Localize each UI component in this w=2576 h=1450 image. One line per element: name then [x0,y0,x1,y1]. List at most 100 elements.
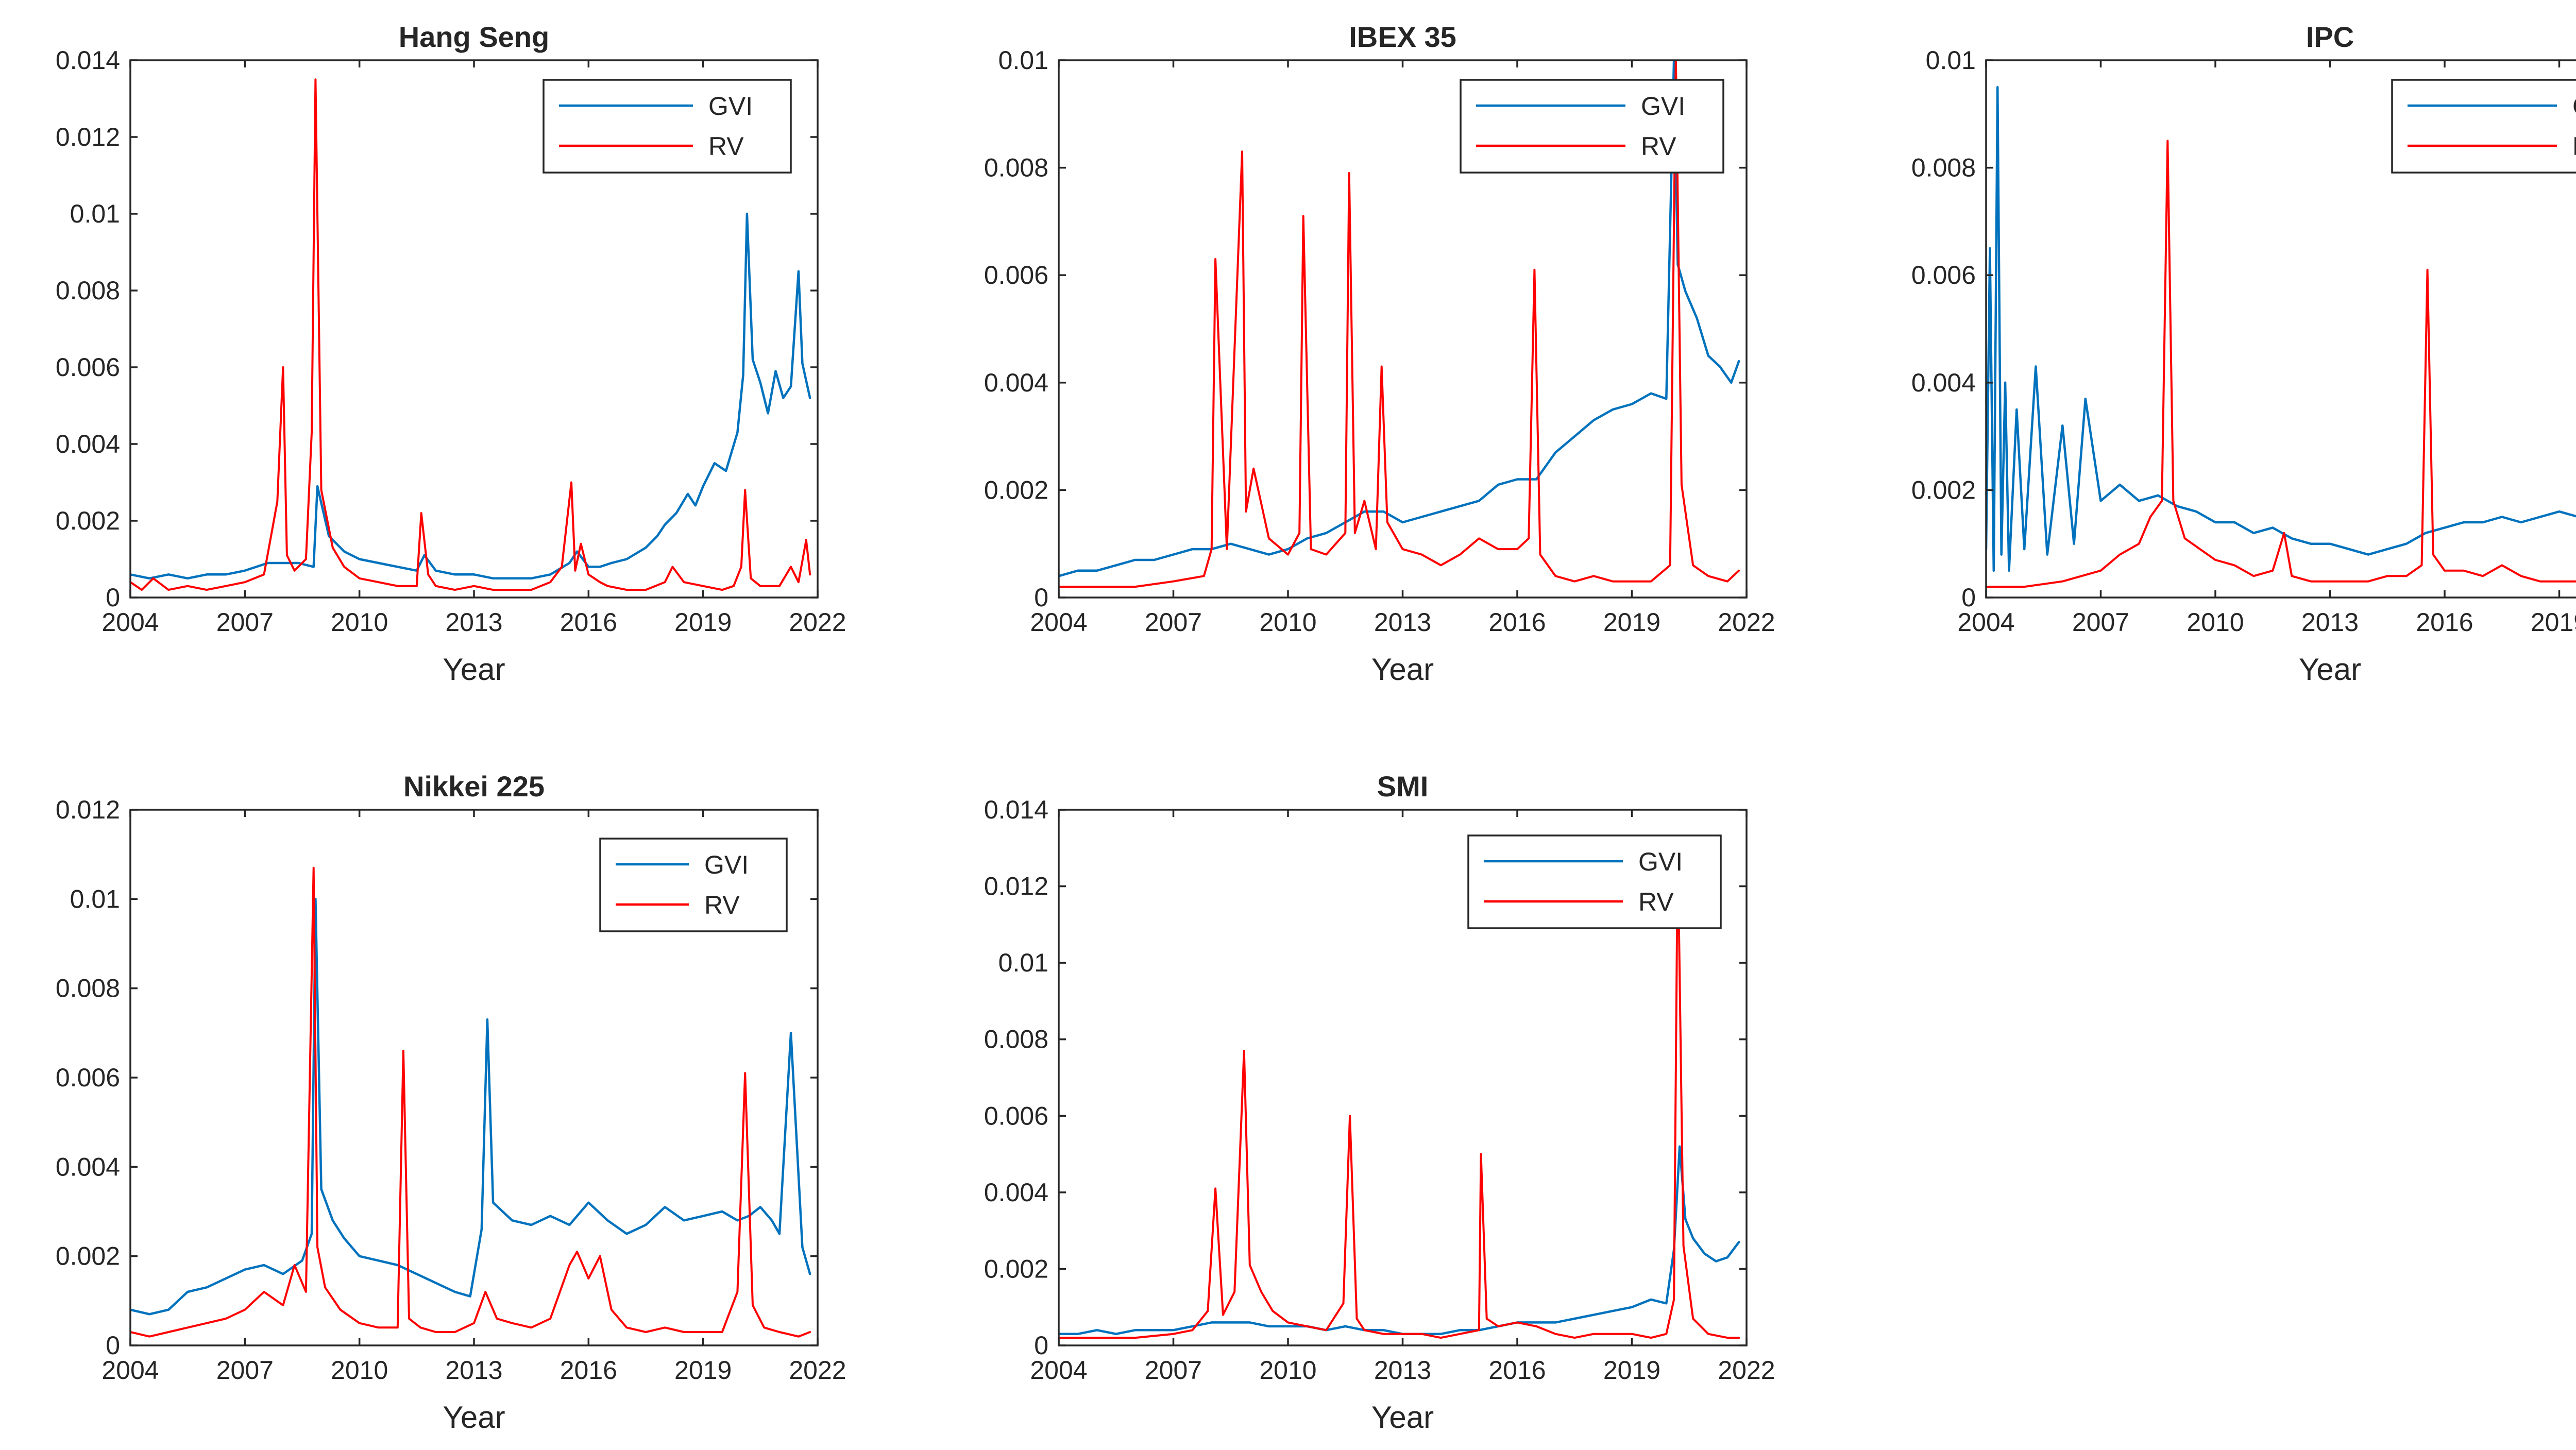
ibex-35-xtick-label: 2004 [1030,608,1087,637]
nikkei-225-xtick-label: 2004 [101,1356,159,1385]
hang-seng-xtick-label: 2013 [445,608,502,637]
ibex-35-xtick-label: 2010 [1259,608,1316,637]
hang-seng-legend-label-rv: RV [708,132,744,161]
panel-smi: 2004 2007 2010 2013 2016 2019 2022 0 0.002 0.004 0… [984,770,1775,1435]
ibex-35-legend-label-rv: RV [1641,132,1676,161]
hang-seng-legend-box [543,79,792,174]
nikkei-225-xtick-label: 2019 [674,1356,732,1385]
smi-ytick-label: 0.002 [984,1254,1048,1283]
hang-seng-ytick-label: 0.004 [56,430,120,458]
hang-seng-ytick-label: 0.014 [56,46,120,75]
hang-seng-series-rv [130,78,811,591]
ibex-35-ytick-label: 0.006 [984,261,1048,289]
nikkei-225-xtick-label: 2016 [560,1356,617,1385]
hang-seng-ytick-label: 0.008 [56,276,120,305]
ibex-35-xtick-label: 2013 [1374,608,1431,637]
smi-ytick-label: 0.004 [984,1178,1048,1207]
panel-ibex-35: 2004 2007 2010 2013 2016 2019 2022 0 0.002 0.004 0… [984,21,1775,687]
nikkei-225-xtick-label: 2007 [216,1356,274,1385]
panel-ipc: 200420072010201320162019202200.0020.0040… [1911,21,2576,687]
ipc-legend: GVI RV [2391,79,2576,174]
ipc-xtick-label: 2007 [2072,608,2129,637]
ipc-xlabel: Year [2299,652,2361,687]
ipc-xtick-label: 2016 [2416,608,2473,637]
ipc-ytick-label: 0 [1961,583,1976,612]
ipc-ytick-label: 0.01 [1926,46,1976,75]
ipc-series-rv [1986,140,2576,588]
panel-hang-seng: 2004 2007 2010 2013 2016 2019 2022 0 0.002 0.004 0… [56,21,846,687]
hang-seng-series-gvi [130,212,811,580]
ibex-35-xtick-label: 2022 [1718,608,1775,637]
hang-seng-xtick-label: 2010 [331,608,388,637]
ipc-xtick-label: 2019 [2531,608,2576,637]
ibex-35-title: IBEX 35 [1349,21,1456,53]
smi-xtick-label: 2010 [1259,1356,1316,1385]
hang-seng-xtick-label: 2019 [674,608,732,637]
smi-xtick-label: 2016 [1488,1356,1546,1385]
ibex-35-xtick-label: 2007 [1145,608,1202,637]
ipc-ytick-label: 0.002 [1911,475,1976,504]
smi-ytick-label: 0.012 [984,872,1048,901]
ipc-series-gvi [1986,86,2576,572]
hang-seng-ytick-label: 0.01 [70,199,120,228]
hang-seng-legend-label-gvi: GVI [708,92,753,121]
hang-seng-xlabel: Year [443,652,505,687]
ipc-xtick-label: 2004 [1957,608,2014,637]
smi-xtick-label: 2007 [1145,1356,1202,1385]
nikkei-225-legend-label-rv: RV [704,891,740,919]
smi-legend: GVI RV [1467,834,1722,929]
nikkei-225-series-gvi [130,898,811,1316]
ipc-ytick-label: 0.006 [1911,261,1976,289]
smi-legend-label-gvi: GVI [1638,847,1683,876]
ibex-35-series-rv [1059,60,1740,588]
ipc-xtick-label: 2010 [2187,608,2244,637]
nikkei-225-ytick-label: 0.006 [56,1063,120,1092]
nikkei-225-ytick-label: 0.008 [56,974,120,1003]
nikkei-225-ytick-label: 0.004 [56,1152,120,1181]
ibex-35-ytick-label: 0 [1034,583,1048,612]
nikkei-225-legend: GVI RV [599,838,788,932]
nikkei-225-xtick-label: 2022 [789,1356,846,1385]
smi-legend-box [1467,834,1722,929]
nikkei-225-legend-label-gvi: GVI [704,850,749,879]
hang-seng-ytick-label: 0 [106,583,120,612]
ibex-35-ytick-label: 0.004 [984,368,1048,397]
nikkei-225-ytick-label: 0.01 [70,884,120,913]
nikkei-225-ytick-label: 0 [106,1331,120,1360]
panel-nikkei-225: 2004 2007 2010 2013 2016 2019 2022 0 0.002 0.004 0… [56,770,846,1435]
ibex-35-ytick-label: 0.01 [998,46,1048,75]
hang-seng-legend: GVI RV [543,79,792,174]
nikkei-225-ytick-label: 0.002 [56,1242,120,1271]
smi-xtick-label: 2019 [1603,1356,1660,1385]
ibex-35-legend-box [1460,79,1724,174]
hang-seng-ytick-label: 0.006 [56,353,120,382]
ibex-35-xlabel: Year [1371,652,1434,687]
hang-seng-xtick-label: 2004 [101,608,159,637]
smi-series-rv [1059,839,1740,1339]
ibex-35-legend-label-gvi: GVI [1641,92,1685,121]
hang-seng-xtick-label: 2022 [789,608,846,637]
nikkei-225-xlabel: Year [443,1400,505,1435]
nikkei-225-xtick-label: 2010 [331,1356,388,1385]
ipc-title: IPC [2306,21,2354,53]
smi-ytick-label: 0.014 [984,795,1048,824]
hang-seng-title: Hang Seng [399,21,549,53]
smi-title: SMI [1377,770,1429,803]
hang-seng-ytick-label: 0.012 [56,123,120,151]
smi-series-gvi [1059,1145,1740,1335]
hang-seng-ytick-label: 0.002 [56,506,120,535]
ibex-35-xtick-label: 2019 [1603,608,1660,637]
smi-ytick-label: 0 [1034,1331,1048,1360]
hang-seng-xtick-label: 2016 [560,608,617,637]
ipc-ytick-label: 0.004 [1911,368,1976,397]
ibex-35-legend: GVI RV [1460,79,1724,174]
nikkei-225-xtick-label: 2013 [445,1356,502,1385]
nikkei-225-series-rv [130,866,811,1338]
smi-xtick-label: 2013 [1374,1356,1431,1385]
ipc-legend-label-gvi: GVI [2572,92,2576,121]
ipc-legend-label-rv: RV [2572,132,2576,161]
smi-legend-label-rv: RV [1638,888,1674,916]
ibex-35-xtick-label: 2016 [1488,608,1546,637]
smi-ytick-label: 0.01 [998,948,1048,977]
